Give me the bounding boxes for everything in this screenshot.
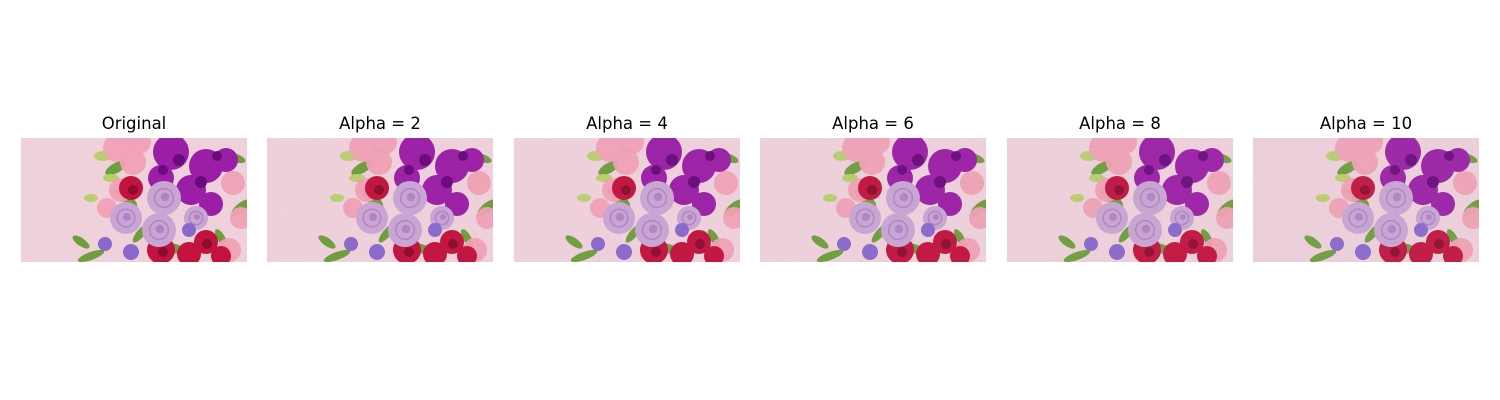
panel-alpha-10: Alpha = 10 xyxy=(1253,112,1479,262)
panel-title: Alpha = 8 xyxy=(1079,114,1161,133)
panel-title: Alpha = 4 xyxy=(586,114,668,133)
bouquet-photo xyxy=(514,138,740,262)
panel-title: Original xyxy=(101,114,167,133)
bouquet-photo xyxy=(760,138,986,262)
panel-original: Original xyxy=(21,112,247,262)
bouquet-photo xyxy=(267,138,493,262)
flower-image xyxy=(1253,138,1479,262)
flower-image xyxy=(514,138,740,262)
flower-image xyxy=(1007,138,1233,262)
panel-alpha-8: Alpha = 8 xyxy=(1007,112,1233,262)
flower-image xyxy=(760,138,986,262)
panel-alpha-6: Alpha = 6 xyxy=(760,112,986,262)
panel-title: Alpha = 6 xyxy=(832,114,914,133)
bouquet-photo xyxy=(21,138,247,262)
panel-title: Alpha = 10 xyxy=(1319,114,1413,133)
panel-alpha-4: Alpha = 4 xyxy=(514,112,740,262)
panel-title: Alpha = 2 xyxy=(339,114,421,133)
flower-image xyxy=(21,138,247,262)
flower-image xyxy=(267,138,493,262)
panel-alpha-2: Alpha = 2 xyxy=(267,112,493,262)
bouquet-photo xyxy=(1007,138,1233,262)
bouquet-photo xyxy=(1253,138,1479,262)
